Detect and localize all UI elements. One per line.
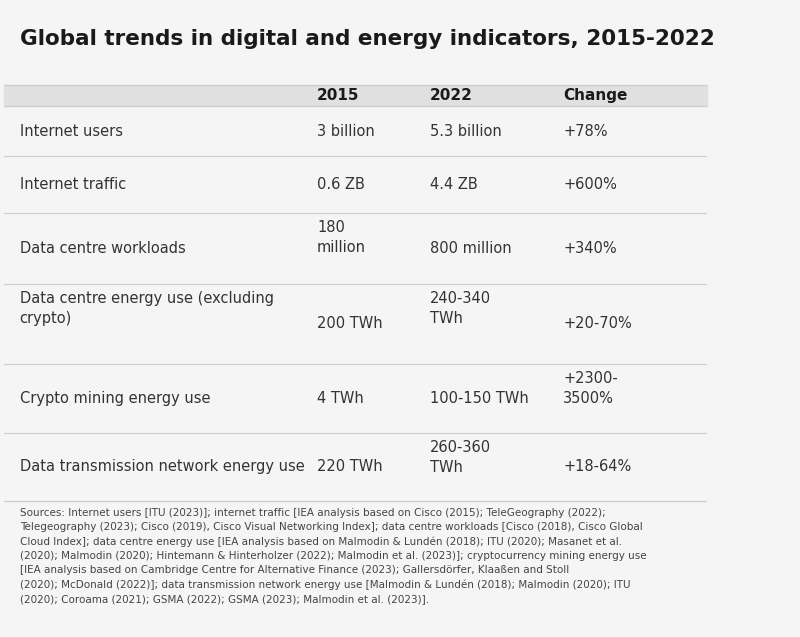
Text: +78%: +78% — [563, 124, 608, 139]
Text: 180
million: 180 million — [317, 220, 366, 255]
Text: 240-340
TWh: 240-340 TWh — [430, 292, 490, 326]
Text: Data centre workloads: Data centre workloads — [20, 241, 186, 256]
Text: 3 billion: 3 billion — [317, 124, 375, 139]
Text: +18-64%: +18-64% — [563, 459, 631, 475]
Text: 4.4 ZB: 4.4 ZB — [430, 177, 478, 192]
Text: +340%: +340% — [563, 241, 617, 256]
Text: 800 million: 800 million — [430, 241, 511, 256]
Text: 0.6 ZB: 0.6 ZB — [317, 177, 365, 192]
Text: 2015: 2015 — [317, 88, 360, 103]
Text: Data centre energy use (excluding
crypto): Data centre energy use (excluding crypto… — [20, 292, 274, 326]
Text: Internet traffic: Internet traffic — [20, 177, 126, 192]
Text: 5.3 billion: 5.3 billion — [430, 124, 502, 139]
Text: Crypto mining energy use: Crypto mining energy use — [20, 391, 210, 406]
Text: +600%: +600% — [563, 177, 617, 192]
Text: Global trends in digital and energy indicators, 2015-2022: Global trends in digital and energy indi… — [20, 29, 714, 49]
Text: Internet users: Internet users — [20, 124, 122, 139]
Text: Change: Change — [563, 88, 628, 103]
Text: +20-70%: +20-70% — [563, 317, 632, 331]
Bar — [4, 85, 707, 106]
Text: 4 TWh: 4 TWh — [317, 391, 364, 406]
Text: 2022: 2022 — [430, 88, 473, 103]
Text: 260-360
TWh: 260-360 TWh — [430, 440, 490, 475]
Text: +2300-
3500%: +2300- 3500% — [563, 371, 618, 406]
Text: Sources: Internet users [ITU (2023)]; internet traffic [IEA analysis based on Ci: Sources: Internet users [ITU (2023)]; in… — [20, 508, 646, 604]
Text: Data transmission network energy use: Data transmission network energy use — [20, 459, 304, 475]
Text: 100-150 TWh: 100-150 TWh — [430, 391, 528, 406]
Text: 200 TWh: 200 TWh — [317, 317, 382, 331]
Text: 220 TWh: 220 TWh — [317, 459, 382, 475]
